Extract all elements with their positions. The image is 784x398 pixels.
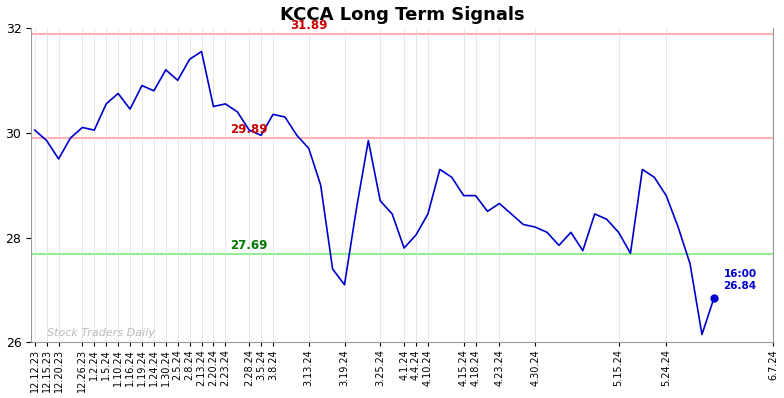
Text: 31.89: 31.89 xyxy=(290,19,328,31)
Text: 27.69: 27.69 xyxy=(230,239,268,252)
Title: KCCA Long Term Signals: KCCA Long Term Signals xyxy=(280,6,524,23)
Text: 29.89: 29.89 xyxy=(230,123,268,137)
Point xyxy=(708,295,720,302)
Text: 16:00
26.84: 16:00 26.84 xyxy=(724,269,757,291)
Text: Stock Traders Daily: Stock Traders Daily xyxy=(46,328,154,338)
